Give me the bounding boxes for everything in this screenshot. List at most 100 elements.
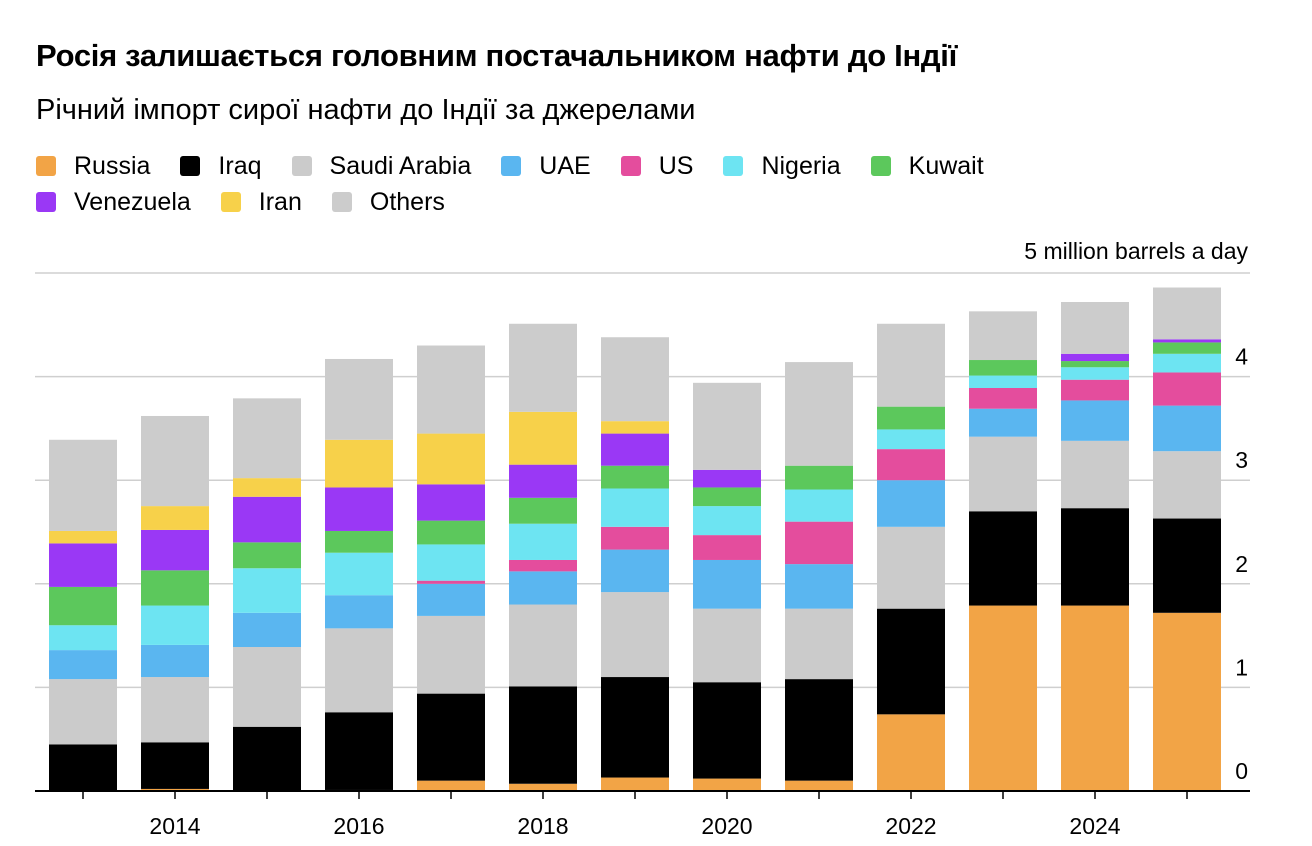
bar-segment-russia-2018 — [509, 783, 577, 791]
bar-segment-nigeria-2013 — [49, 625, 117, 651]
bar-segment-kuwait-2022 — [877, 406, 945, 430]
legend-swatch — [180, 156, 201, 176]
bar-segment-uae-2022 — [877, 480, 945, 527]
bar-segment-others-2017 — [417, 345, 485, 434]
legend-swatch — [291, 156, 312, 176]
bar-segment-venezuela-2017 — [417, 484, 485, 521]
bar-segment-us-2021 — [785, 521, 853, 565]
legend-label: Kuwait — [908, 151, 984, 180]
bar-segment-saudi-arabia-2018 — [509, 604, 577, 687]
bar-segment-others-2021 — [785, 362, 853, 466]
legend-label: Venezuela — [74, 187, 191, 216]
bar-segment-iraq-2020 — [693, 682, 761, 779]
legend-label: UAE — [539, 151, 591, 180]
bar-segment-venezuela-2020 — [693, 469, 761, 488]
bar-segment-iraq-2016 — [325, 712, 393, 790]
bar-segment-iraq-2023 — [969, 511, 1037, 606]
bar-segment-uae-2013 — [49, 650, 117, 680]
bar-segment-uae-2014 — [141, 644, 209, 678]
x-tick-label: 2022 — [885, 813, 936, 839]
legend-row: Venezuela Iran Others — [36, 184, 1136, 220]
legend-swatch — [723, 156, 744, 176]
bar-segment-saudi-arabia-2017 — [417, 615, 485, 694]
legend: Russia Iraq Saudi Arabia UAE US Nigeria Kuwait… — [36, 148, 1136, 220]
bar-segment-venezuela-2016 — [325, 487, 393, 531]
bar-segment-iran-2013 — [49, 530, 117, 544]
bar-segment-us-2018 — [509, 559, 577, 572]
legend-item: Venezuela — [36, 188, 191, 217]
bar-segment-uae-2024 — [1061, 400, 1129, 441]
bar-segment-kuwait-2018 — [509, 497, 577, 524]
chart-title: Росія залишається головним постачальнико… — [36, 38, 958, 73]
bar-segment-iraq-2015 — [233, 726, 301, 791]
bar-segment-kuwait-2017 — [417, 520, 485, 545]
bar-segment-russia-2025 — [1153, 612, 1221, 791]
x-tick-label: 2014 — [149, 813, 200, 839]
bar-segment-russia-2019 — [601, 777, 669, 791]
bar-segment-iran-2019 — [601, 421, 669, 434]
bar-segment-kuwait-2016 — [325, 530, 393, 553]
bar-segment-saudi-arabia-2019 — [601, 592, 669, 678]
legend-item: Others — [331, 187, 445, 217]
y-tick-label: 4 — [1235, 344, 1248, 370]
bar-segment-kuwait-2020 — [693, 487, 761, 507]
bar-segment-nigeria-2018 — [509, 523, 577, 560]
legend-item: Saudi Arabia — [291, 152, 471, 181]
chart-subtitle: Річний імпорт сирої нафти до Індії за дж… — [36, 94, 696, 126]
bar-segment-iraq-2022 — [877, 608, 945, 715]
bar-segment-us-2017 — [417, 580, 485, 584]
bar-segment-russia-2014 — [141, 788, 209, 791]
bar-segment-nigeria-2021 — [785, 489, 853, 522]
legend-item: Iraq — [180, 151, 262, 181]
bar-segment-iran-2017 — [417, 433, 485, 485]
bar-segment-nigeria-2017 — [417, 544, 485, 581]
bar-segment-nigeria-2015 — [233, 568, 301, 613]
x-tick-label: 2018 — [517, 813, 568, 839]
bar-segment-uae-2025 — [1153, 405, 1221, 452]
bar-segment-us-2019 — [601, 526, 669, 550]
bar-segment-iraq-2021 — [785, 679, 853, 781]
legend-label: Others — [369, 187, 445, 216]
bar-segment-kuwait-2014 — [141, 570, 209, 606]
bar-segment-iraq-2014 — [141, 742, 209, 789]
bar-segment-uae-2015 — [233, 612, 301, 647]
bar-segment-others-2019 — [601, 337, 669, 422]
bar-segment-iraq-2013 — [49, 744, 117, 791]
bar-segment-nigeria-2016 — [325, 552, 393, 596]
bar-segment-others-2016 — [325, 358, 393, 440]
y-tick-label: 3 — [1235, 447, 1248, 473]
legend-item: UAE — [501, 151, 591, 181]
bar-segment-russia-2024 — [1061, 605, 1129, 791]
bar-segment-iran-2015 — [233, 478, 301, 497]
bar-segment-venezuela-2025 — [1153, 339, 1221, 343]
bar-segment-kuwait-2021 — [785, 465, 853, 490]
bar-segment-us-2025 — [1153, 372, 1221, 406]
bar-segment-uae-2023 — [969, 408, 1037, 437]
legend-swatch — [331, 192, 352, 212]
bar-segment-uae-2017 — [417, 583, 485, 616]
bar-segment-russia-2020 — [693, 778, 761, 791]
bar-segment-iraq-2025 — [1153, 518, 1221, 613]
bar-segment-saudi-arabia-2014 — [141, 677, 209, 743]
y-tick-label: 1 — [1235, 654, 1248, 680]
bar-segment-others-2013 — [49, 439, 117, 531]
bar-segment-nigeria-2024 — [1061, 367, 1129, 380]
bar-segment-kuwait-2024 — [1061, 361, 1129, 368]
bar-segment-nigeria-2019 — [601, 488, 669, 527]
legend-label: Iran — [258, 187, 302, 216]
bar-segment-kuwait-2025 — [1153, 342, 1221, 354]
bar-segment-us-2020 — [693, 535, 761, 560]
legend-swatch — [36, 156, 56, 176]
y-tick-label: 0 — [1235, 758, 1248, 784]
bar-segment-uae-2018 — [509, 571, 577, 605]
legend-swatch — [870, 156, 891, 176]
legend-item: Kuwait — [870, 151, 984, 181]
bar-segment-uae-2020 — [693, 559, 761, 609]
bar-segment-nigeria-2022 — [877, 429, 945, 450]
x-tick-label: 2020 — [701, 813, 752, 839]
legend-label: Iraq — [218, 151, 262, 180]
legend-swatch — [36, 192, 56, 212]
legend-row: Russia Iraq Saudi Arabia UAE US Nigeria Kuwait — [36, 148, 1136, 184]
bar-segment-nigeria-2014 — [141, 605, 209, 645]
